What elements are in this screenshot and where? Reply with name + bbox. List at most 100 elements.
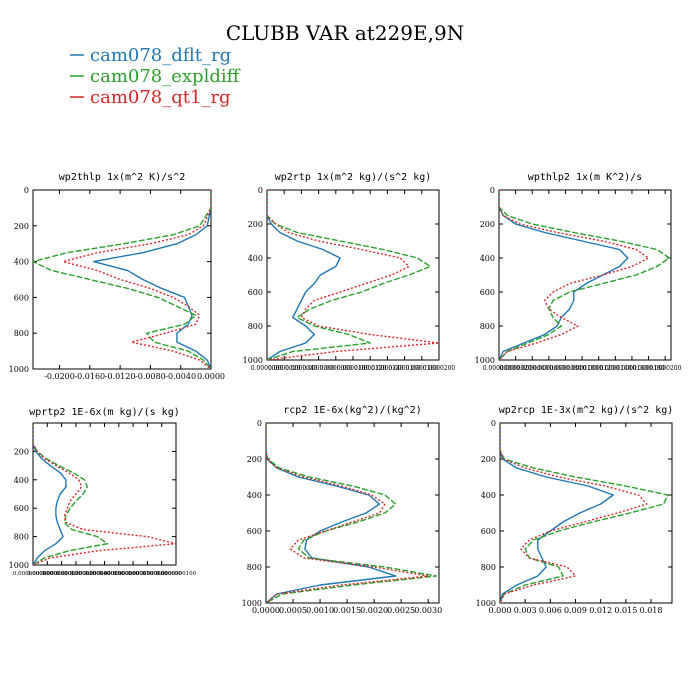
x-tick-label: 0.0000140 bbox=[599, 365, 632, 372]
x-tick-label: 0.0000000040 bbox=[70, 571, 111, 577]
y-tick-label: 0 bbox=[258, 186, 263, 195]
series-line-cam078_expldiff bbox=[267, 190, 432, 360]
x-tick-label: 0.0000060 bbox=[533, 365, 566, 372]
panel-title: wpthlp2 1x(m K^2)/s bbox=[528, 172, 642, 183]
x-tick-label: 0.0000200 bbox=[649, 365, 682, 372]
series-line-cam078_dflt_rg bbox=[499, 190, 629, 360]
panel-title: wprtp2 1E-6x(m kg)/(s kg) bbox=[29, 407, 180, 418]
y-tick-label: 1000 bbox=[475, 356, 495, 365]
y-tick-label: 400 bbox=[480, 254, 495, 263]
x-tick-label: 0.000 bbox=[489, 606, 512, 615]
series-line-cam078_dflt_rg bbox=[500, 423, 614, 603]
y-tick-label: 0 bbox=[24, 186, 29, 195]
series-line-cam078_expldiff bbox=[500, 423, 669, 603]
panel-title: rcp2 1E-6x(kg^2)/(kg^2) bbox=[283, 405, 421, 416]
x-tick-label: 0.018 bbox=[640, 606, 663, 615]
x-tick-label: 0.0000160 bbox=[616, 365, 649, 372]
y-tick-label: 200 bbox=[248, 220, 263, 229]
x-tick-label: 0.0000200 bbox=[423, 365, 456, 372]
x-tick-label: 0.009 bbox=[564, 606, 587, 615]
x-tick-label: 0.0000000050 bbox=[84, 571, 125, 577]
y-tick-label: 600 bbox=[14, 293, 29, 302]
y-tick-label: 200 bbox=[14, 222, 29, 231]
y-tick-label: 200 bbox=[14, 447, 29, 456]
x-tick-label: 0.0000020 bbox=[268, 365, 301, 372]
x-tick-label: 0.0025 bbox=[387, 606, 415, 615]
y-tick-label: 200 bbox=[481, 455, 496, 464]
x-tick-label: 0.0000000 bbox=[483, 365, 516, 372]
x-tick-label: 0.0000080 bbox=[549, 365, 582, 372]
panel-3: wpthlp2 1x(m K^2)/s020040060080010000.00… bbox=[475, 172, 682, 372]
y-tick-label: 600 bbox=[480, 288, 495, 297]
x-tick-label: 0.012 bbox=[589, 606, 612, 615]
y-tick-label: 600 bbox=[14, 504, 29, 513]
y-tick-label: 600 bbox=[248, 288, 263, 297]
x-tick-label: -0.0200 bbox=[44, 372, 75, 381]
x-tick-label: 0.0005 bbox=[279, 606, 307, 615]
y-tick-label: 800 bbox=[480, 322, 495, 331]
x-tick-label: 0.0000180 bbox=[632, 365, 665, 372]
y-tick-label: 200 bbox=[247, 455, 262, 464]
y-tick-label: 0 bbox=[490, 186, 495, 195]
x-tick-label: -0.0160 bbox=[74, 372, 105, 381]
x-tick-label: 0.0000020 bbox=[499, 365, 532, 372]
series-line-cam078_qt1_rg bbox=[267, 190, 439, 360]
x-tick-label: -0.0080 bbox=[135, 372, 166, 381]
x-tick-label: 0.0030 bbox=[414, 606, 442, 615]
y-tick-label: 800 bbox=[14, 533, 29, 542]
y-tick-label: 800 bbox=[247, 563, 262, 572]
y-tick-label: 800 bbox=[481, 563, 496, 572]
x-tick-label: 0.0000000 bbox=[251, 365, 284, 372]
x-tick-label: -0.0120 bbox=[105, 372, 136, 381]
x-tick-label: 0.0000000010 bbox=[27, 571, 68, 577]
series-line-cam078_expldiff bbox=[266, 423, 437, 603]
y-tick-label: 0 bbox=[257, 419, 262, 428]
x-tick-label: 0.0000000020 bbox=[41, 571, 82, 577]
series-line-cam078_dflt_rg bbox=[33, 423, 67, 565]
x-tick-label: 0.0000000080 bbox=[127, 571, 168, 577]
y-tick-label: 1000 bbox=[9, 365, 29, 374]
panel-1: wp2thlp 1x(m^2 K)/s^2 0 200 400 600 800 1000 -0… bbox=[9, 172, 225, 381]
x-tick-label: 0.0000 bbox=[197, 372, 225, 381]
series-line-cam078_dflt_rg bbox=[92, 190, 211, 369]
x-tick-label: 0.0000100 bbox=[566, 365, 599, 372]
x-tick-label: 0.0000180 bbox=[406, 365, 439, 372]
y-tick-label: 600 bbox=[247, 527, 262, 536]
panel-5: rcp2 1E-6x(kg^2)/(kg^2) 0 200 400 600 800 1000… bbox=[242, 405, 443, 615]
series-line-cam078_expldiff bbox=[499, 190, 671, 360]
x-tick-label: 0.006 bbox=[539, 606, 562, 615]
panel-title: wp2rcp 1E-3x(m^2 kg)/(s^2 kg) bbox=[499, 405, 674, 416]
plot-frame bbox=[499, 422, 673, 604]
x-tick-label: 0.0000000030 bbox=[56, 571, 97, 577]
figure-title: CLUBB VAR at229E,9N bbox=[226, 21, 464, 45]
x-tick-label: 0.003 bbox=[514, 606, 537, 615]
legend-label-dflt: cam078_dflt_rg bbox=[90, 45, 231, 66]
x-tick-label: 0.0000000000 bbox=[13, 571, 54, 577]
y-tick-label: 600 bbox=[481, 527, 496, 536]
x-tick-label: 0.0000060 bbox=[302, 365, 335, 372]
x-tick-label: 0.0000 bbox=[252, 606, 280, 615]
series-line-cam078_qt1_rg bbox=[62, 190, 211, 369]
x-tick-label: 0.0000140 bbox=[371, 365, 404, 372]
x-tick-label: 0.0000000090 bbox=[142, 571, 183, 577]
y-tick-label: 400 bbox=[14, 476, 29, 485]
series-line-cam078_expldiff bbox=[33, 423, 109, 565]
y-tick-label: 400 bbox=[14, 258, 29, 267]
plot-frame bbox=[498, 189, 672, 361]
y-tick-label: 400 bbox=[247, 491, 262, 500]
legend-label-qt1: cam078_qt1_rg bbox=[90, 87, 231, 108]
panel-title: wp2rtp 1x(m^2 kg)/(s^2 kg) bbox=[275, 172, 432, 183]
x-tick-label: 0.0000120 bbox=[582, 365, 615, 372]
panel-title: wp2thlp 1x(m^2 K)/s^2 bbox=[59, 172, 185, 183]
panel-6: wp2rcp 1E-3x(m^2 kg)/(s^2 kg)0 200 400 600 8… bbox=[476, 405, 674, 615]
x-tick-label: 0.0000120 bbox=[354, 365, 387, 372]
x-tick-label: 0.0015 bbox=[333, 606, 361, 615]
y-tick-label: 1000 bbox=[9, 561, 29, 570]
series-line-cam078_qt1_rg bbox=[33, 423, 176, 565]
x-tick-label: 0.0000160 bbox=[388, 365, 421, 372]
series-line-cam078_dflt_rg bbox=[267, 190, 341, 360]
plot-frame bbox=[265, 422, 440, 604]
series-line-cam078_expldiff bbox=[33, 190, 211, 369]
x-tick-label: 0.0000040 bbox=[516, 365, 549, 372]
y-tick-label: 400 bbox=[248, 254, 263, 263]
